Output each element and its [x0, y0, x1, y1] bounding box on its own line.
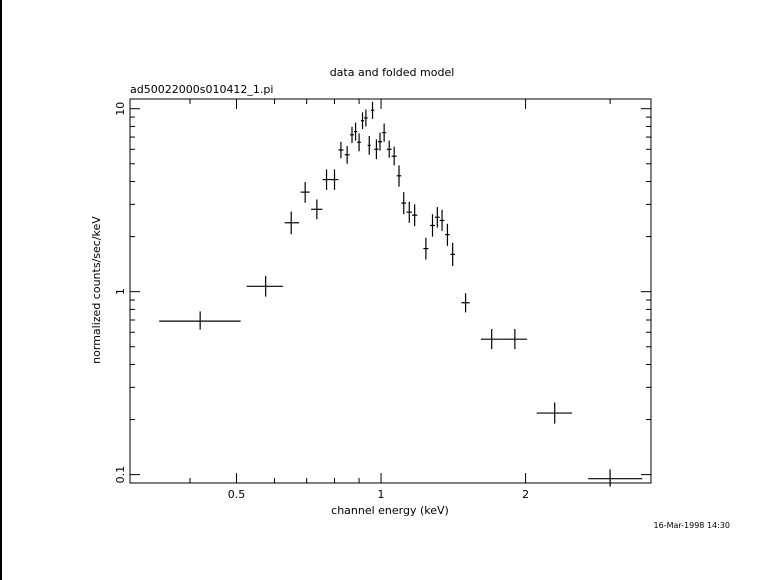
- data-point: [439, 209, 445, 231]
- x-axis-label: channel energy (keV): [331, 504, 449, 517]
- data-point: [430, 214, 435, 237]
- data-point: [246, 275, 284, 297]
- data-point: [423, 237, 429, 260]
- data-point: [370, 101, 375, 119]
- data-point: [159, 311, 241, 330]
- data-point: [445, 223, 450, 246]
- y-axis-label: normalized counts/sec/keV: [90, 216, 103, 364]
- data-point: [367, 135, 371, 155]
- y-tick-label: 0.1: [114, 466, 127, 484]
- y-tick-label: 10: [114, 102, 127, 116]
- footer-timestamp: 16-Mar-1998 14:30: [654, 521, 731, 530]
- chart-subtitle: ad50022000s010412_1.pi: [130, 83, 273, 96]
- data-point: [588, 469, 643, 487]
- x-tick-label: 1: [378, 488, 385, 501]
- data-point: [338, 141, 344, 159]
- data-point: [344, 146, 350, 164]
- data-point: [396, 165, 402, 187]
- data-point: [300, 181, 310, 203]
- data-point: [386, 140, 392, 158]
- chart-title: data and folded model: [330, 66, 455, 79]
- data-point: [284, 211, 300, 235]
- data-point: [382, 123, 387, 142]
- data-point: [406, 201, 412, 223]
- data-point: [434, 207, 440, 228]
- data-point: [322, 169, 331, 190]
- data-point: [391, 146, 397, 166]
- data-point: [330, 169, 339, 190]
- data-point: [377, 132, 383, 151]
- axis-ticks: 0.5 1 2 0.1 1 10: [114, 99, 651, 501]
- data-point: [536, 402, 573, 424]
- data-point: [360, 112, 365, 129]
- data-point: [364, 109, 368, 127]
- x-tick-label: 2: [522, 488, 529, 501]
- data-point: [374, 139, 379, 160]
- x-tick-label: 0.5: [228, 488, 246, 501]
- data-point: [350, 126, 354, 143]
- data-point: [353, 122, 358, 141]
- data-point: [501, 329, 528, 350]
- data-point: [480, 329, 502, 350]
- plot-frame: [129, 98, 652, 484]
- data-point: [461, 293, 470, 313]
- data-point: [311, 199, 323, 220]
- window-left-edge: [0, 0, 2, 580]
- y-tick-label: 1: [114, 288, 127, 295]
- data-point: [450, 242, 455, 267]
- data-point: [411, 204, 418, 227]
- data-point: [401, 192, 407, 215]
- data-point: [357, 133, 361, 152]
- data-points: [159, 101, 643, 487]
